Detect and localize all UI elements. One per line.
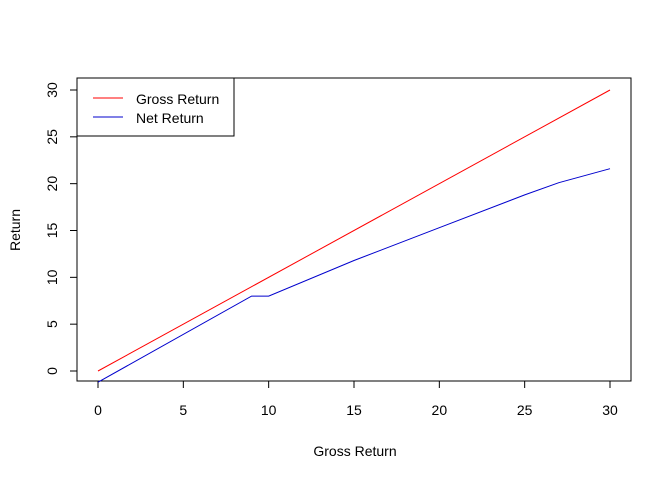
x-tick-label: 20 (432, 402, 448, 418)
x-tick-label: 10 (261, 402, 277, 418)
axes: 0 5 10 15 20 25 30 0 5 10 15 20 25 30 (44, 82, 618, 418)
legend-label-net-return: Net Return (136, 110, 204, 126)
series-line-gross-return (97, 89, 611, 372)
y-tick-label: 10 (44, 269, 60, 285)
legend: Gross Return Net Return (76, 77, 235, 137)
y-tick-label: 15 (44, 223, 60, 239)
legend-label-gross-return: Gross Return (136, 91, 219, 107)
x-tick-label: 15 (346, 402, 362, 418)
y-tick-label: 20 (44, 176, 60, 192)
x-tick-label: 0 (94, 402, 102, 418)
x-axis-label: Gross Return (313, 443, 396, 459)
y-tick-label: 30 (44, 82, 60, 98)
y-axis-label: Return (7, 209, 23, 251)
y-tick-label: 25 (44, 129, 60, 145)
series-layer (97, 89, 611, 383)
x-tick-label: 30 (602, 402, 618, 418)
series-line-net-return (97, 168, 611, 383)
legend-box (76, 77, 235, 137)
y-tick-label: 0 (44, 367, 60, 375)
y-tick-label: 5 (44, 320, 60, 328)
x-tick-label: 25 (517, 402, 533, 418)
x-tick-label: 5 (179, 402, 187, 418)
